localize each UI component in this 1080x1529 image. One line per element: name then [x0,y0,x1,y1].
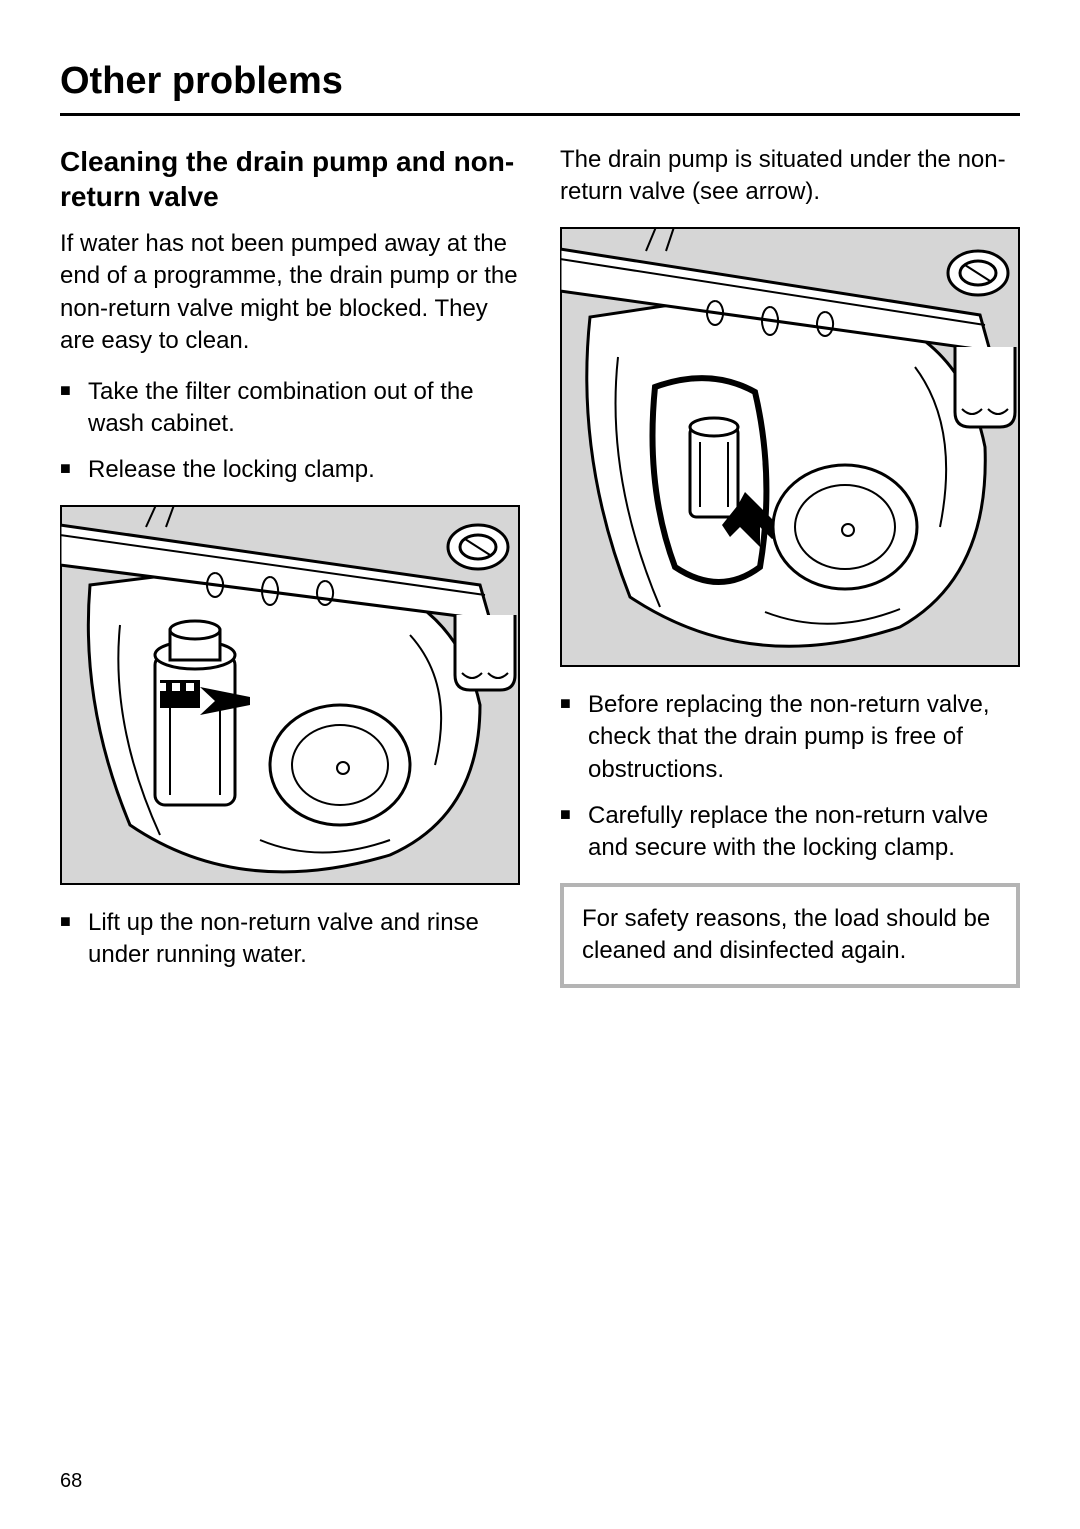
list-item: Take the filter combination out of the w… [60,376,520,441]
right-intro-paragraph: The drain pump is situated under the non… [560,144,1020,209]
safety-note-box: For safety reasons, the load should be c… [560,883,1020,988]
drain-pump-figure-1 [60,505,520,885]
list-item: Before replacing the non-return valve, c… [560,689,1020,786]
page-number: 68 [60,1470,82,1493]
list-item: Release the locking clamp. [60,454,520,486]
right-step-list: Before replacing the non-return valve, c… [560,689,1020,865]
list-item: Lift up the non-return valve and rinse u… [60,907,520,972]
section-subheading: Cleaning the drain pump and non-return v… [60,144,520,214]
drain-pump-illustration-1 [60,505,520,885]
page-title: Other problems [60,60,1020,116]
two-column-layout: Cleaning the drain pump and non-return v… [60,144,1020,990]
left-column: Cleaning the drain pump and non-return v… [60,144,520,990]
drain-pump-figure-2 [560,227,1020,667]
step-list-a: Take the filter combination out of the w… [60,376,520,487]
drain-pump-illustration-2 [560,227,1020,667]
list-item: Carefully replace the non-return valve a… [560,800,1020,865]
right-column: The drain pump is situated under the non… [560,144,1020,990]
intro-paragraph: If water has not been pumped away at the… [60,228,520,358]
step-list-b: Lift up the non-return valve and rinse u… [60,907,520,972]
